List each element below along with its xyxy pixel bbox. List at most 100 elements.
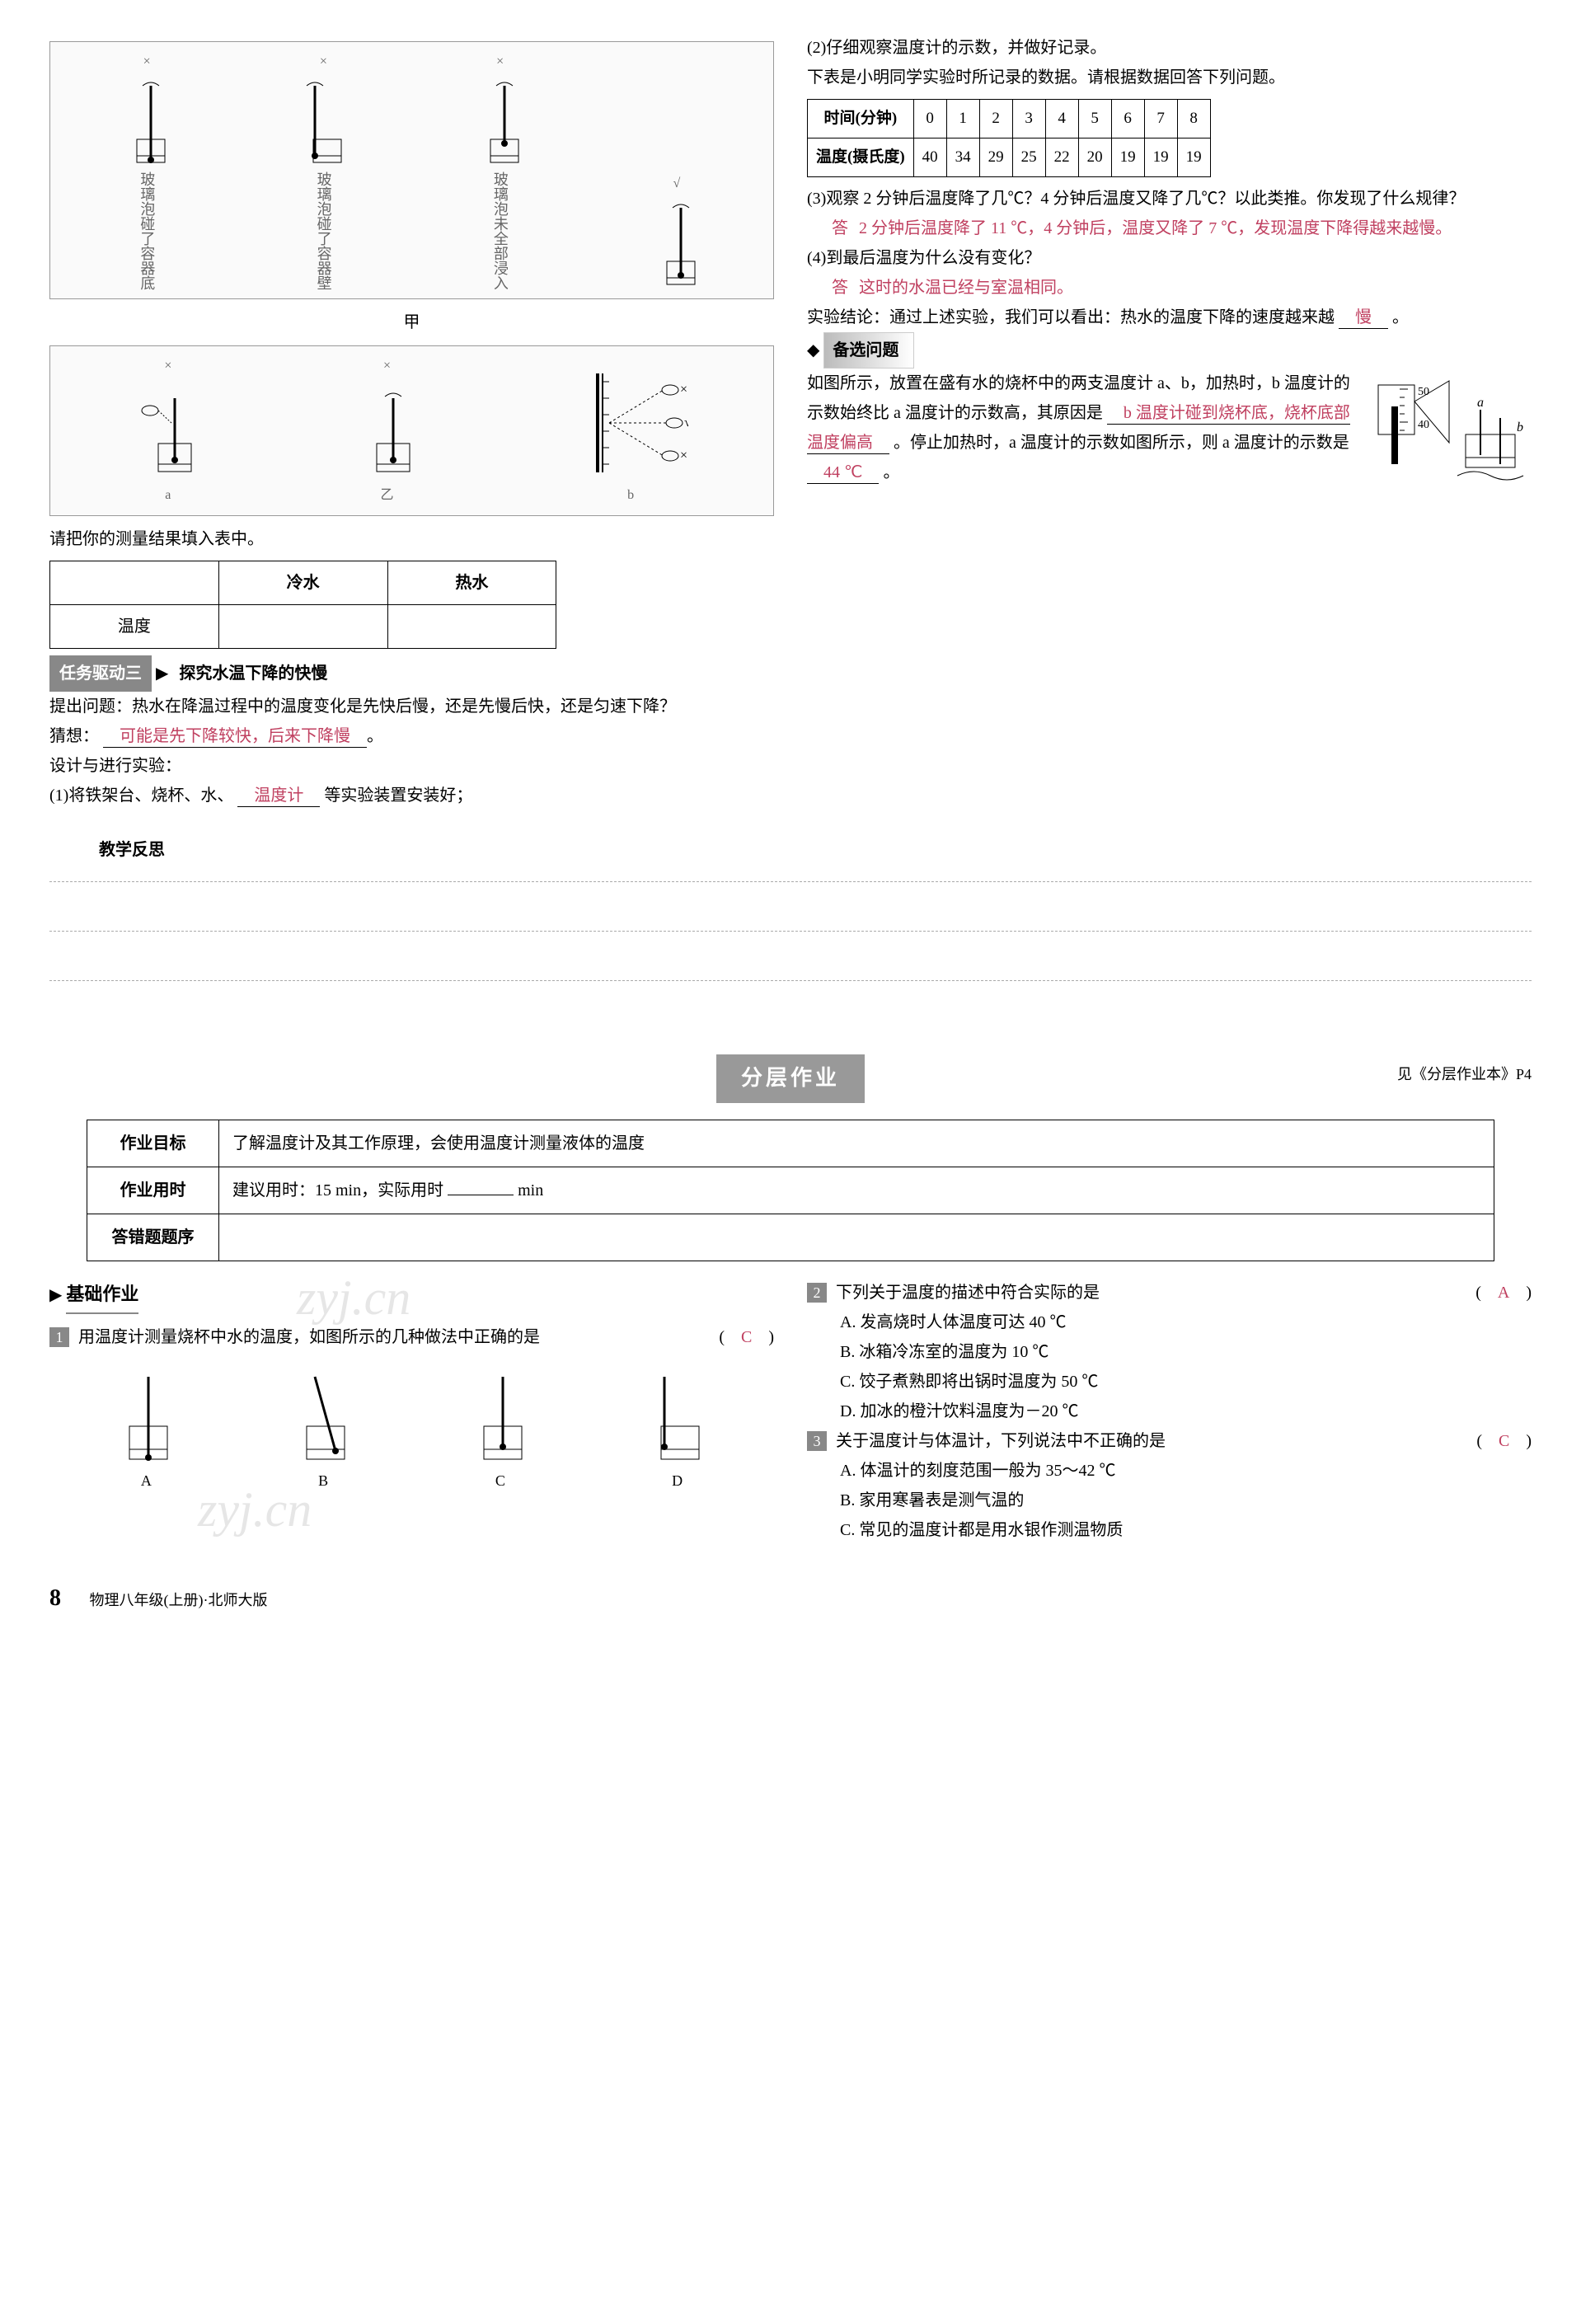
q3-ans: 2 分钟后温度降了 11 ℃，4 分钟后，温度又降了 7 ℃，发现温度下降得越来… [859,219,1452,237]
reflect-line-3[interactable] [49,980,1532,1013]
svg-text:×: × [680,448,687,462]
diag-label-3: 玻璃泡未全部浸入 [486,171,513,290]
lower-left: ▶ 基础作业 1 用温度计测量烧杯中水的温度，如图所示的几种做法中正确的是 ( … [49,1278,774,1545]
dt-v7: 19 [1144,139,1177,177]
task3-tag: 任务驱动三 [49,655,152,692]
q3-answer-line: 答 2 分钟后温度降了 11 ℃，4 分钟后，温度又降了 7 ℃，发现温度下降得… [807,214,1532,243]
right-column: (2)仔细观察温度计的示数，并做好记录。 下表是小明同学实验时所记录的数据。请根… [807,33,1532,810]
reflect-line-2[interactable] [49,931,1532,964]
dt-v1: 34 [946,139,979,177]
footer-text: 物理八年级(上册)·北师大版 [90,1592,268,1608]
mark-x-2: × [320,50,327,74]
dt-v0: 40 [913,139,946,177]
svg-text:√: √ [684,416,688,430]
diamond-icon: ◆ [807,341,819,359]
optional-header-wrap: ◆ 备选问题 [807,332,1532,369]
opt-d: D [672,1472,683,1489]
banner-right: 见《分层作业本》P4 [1397,1061,1532,1087]
q3b-line: 3 关于温度计与体温计，下列说法中不正确的是 ( C ) [807,1426,1532,1456]
dt-time-header: 时间(分钟) [808,100,914,139]
r-line1: (2)仔细观察温度计的示数，并做好记录。 [807,33,1532,63]
mark-x-3: × [496,50,504,74]
q2-text: 下列关于温度的描述中符合实际的是 [836,1284,1100,1302]
q3-text: (3)观察 2 分钟后温度降了几℃？4 分钟后温度又降了几℃？以此类推。你发现了… [807,184,1532,214]
opt-post: 。 [883,463,899,481]
q3b-ans: C [1499,1432,1509,1450]
step1-post: 等实验装置安装好； [324,786,472,805]
reflect-line-1[interactable] [49,881,1532,914]
concl-post: 。 [1392,308,1409,326]
opt-c: C [495,1472,505,1489]
dt-t4: 4 [1045,100,1078,139]
guess-answer: 可能是先下降较快，后来下降慢 [103,727,367,748]
upper-columns: × 玻璃泡碰了容器底 × 玻璃泡碰了容器壁 × 玻璃泡未全部浸入 √ [49,33,1532,810]
q3-ans-tag: 答 [832,219,848,237]
q2-line: 2 下列关于温度的描述中符合实际的是 ( A ) [807,1278,1532,1308]
dt-t2: 2 [979,100,1012,139]
beaker-b: B [290,1369,356,1494]
q1-num: 1 [49,1327,69,1347]
svg-text:40: 40 [1418,419,1429,431]
q2-ans: A [1498,1284,1509,1302]
dt-t1: 1 [946,100,979,139]
task3-step1: (1)将铁架台、烧杯、水、 温度计 等实验装置安装好； [49,781,774,810]
diagram-yi: × a × 乙 [49,345,774,517]
q2-cB: B. 冰箱冷冻室的温度为 10 ℃ [840,1337,1532,1367]
concl-ans: 慢 [1339,308,1388,329]
svg-text:a: a [1477,396,1484,410]
q1-ans: C [741,1328,752,1346]
read-mark-1: × [164,354,171,378]
q4-ans: 这时的水温已经与室温相同。 [859,279,1073,297]
banner-title: 分层作业 [716,1054,865,1103]
dt-v6: 19 [1111,139,1144,177]
dt-t5: 5 [1078,100,1111,139]
dt-t7: 7 [1144,100,1177,139]
read-label-yi: 乙 [380,484,393,508]
optional-header: 备选问题 [823,332,914,369]
q3b-paren: ( C ) [1476,1426,1532,1456]
basic-header: 基础作业 [66,1278,138,1314]
q4-text: (4)到最后温度为什么没有变化？ [807,243,1532,273]
beaker-c: C [467,1369,533,1494]
thermometer-figure: 50 40 a b [1367,369,1532,484]
time-cell: 建议用时：15 min，实际用时 min [218,1167,1494,1214]
basic-icon: ▶ [49,1286,62,1304]
dt-v4: 22 [1045,139,1078,177]
q3b-text: 关于温度计与体温计，下列说法中不正确的是 [836,1432,1166,1450]
q3b-num: 3 [807,1431,827,1451]
task3-pose: 提出问题：热水在降温过程中的温度变化是先快后慢，还是先慢后快，还是匀速下降？ [49,692,774,721]
diagram-jia-caption: 甲 [49,308,774,337]
dt-v2: 29 [979,139,1012,177]
ft-cold[interactable] [218,605,387,649]
basic-header-wrap: ▶ 基础作业 [49,1278,774,1322]
dt-v8: 19 [1177,139,1210,177]
dt-v3: 25 [1012,139,1045,177]
ft-hot[interactable] [387,605,556,649]
task3-title: 探究水温下降的快慢 [179,664,327,683]
svg-text:b: b [1517,420,1523,434]
conclusion: 实验结论：通过上述实验，我们可以看出：热水的温度下降的速度越来越 慢 。 [807,303,1532,332]
data-table: 时间(分钟) 0 1 2 3 4 5 6 7 8 温度(摄氏度) 40 34 2… [807,99,1211,177]
diag-label-1: 玻璃泡碰了容器底 [134,171,160,290]
dt-t8: 8 [1177,100,1210,139]
dt-temp-header: 温度(摄氏度) [808,139,914,177]
q4-ans-tag: 答 [832,279,848,297]
r-line2: 下表是小明同学实验时所记录的数据。请根据数据回答下列问题。 [807,63,1532,92]
concl-pre: 实验结论：通过上述实验，我们可以看出：热水的温度下降的速度越来越 [807,308,1335,326]
footer: 8 物理八年级(上册)·北师大版 [49,1578,1532,1619]
q3b-cB: B. 家用寒暑表是测气温的 [840,1486,1532,1515]
q3b-choices: A. 体温计的刻度范围一般为 35～42 ℃ B. 家用寒暑表是测气温的 C. … [807,1456,1532,1545]
lower-right: 2 下列关于温度的描述中符合实际的是 ( A ) A. 发高烧时人体温度可达 4… [807,1278,1532,1545]
beaker-d: D [645,1369,711,1494]
dt-t3: 3 [1012,100,1045,139]
q1-line: 1 用温度计测量烧杯中水的温度，如图所示的几种做法中正确的是 ( C ) [49,1322,774,1352]
step1-ans: 温度计 [237,786,320,807]
arrow-icon: ▶ [156,664,168,683]
task3-header: 任务驱动三 ▶ 探究水温下降的快慢 [49,655,774,692]
wrong-label: 答错题题序 [87,1214,218,1261]
page-root: × 玻璃泡碰了容器底 × 玻璃泡碰了容器壁 × 玻璃泡未全部浸入 √ [49,33,1532,1620]
read-label-b: b [627,484,634,508]
read-mark-2: × [383,354,391,378]
reflect-label: 教学反思 [99,841,165,859]
wrong-cell[interactable] [218,1214,1494,1261]
